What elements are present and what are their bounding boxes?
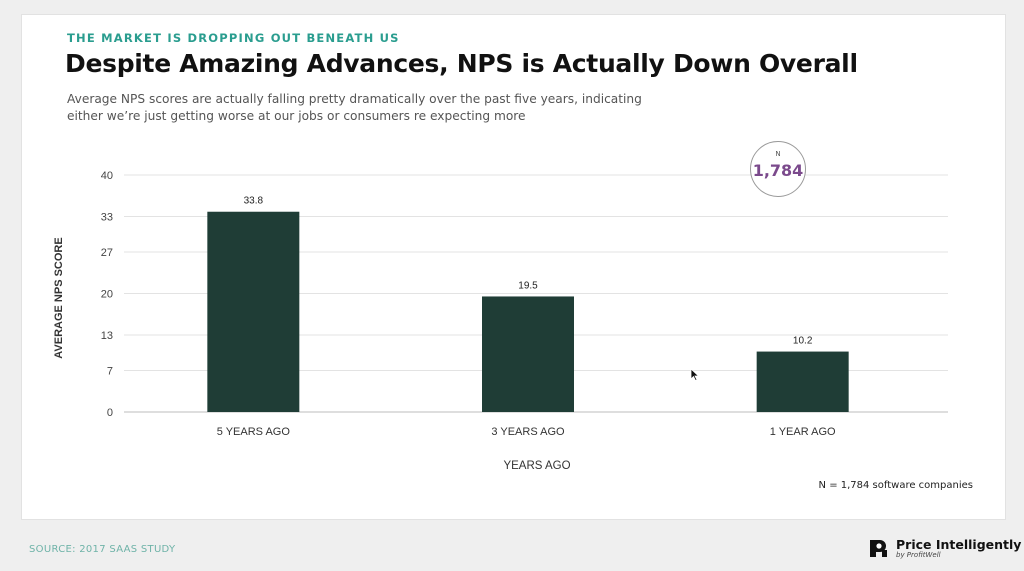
chart-footnote: N = 1,784 software companies [818,480,973,491]
y-axis-title: AVERAGE NPS SCORE [53,237,65,358]
y-tick-label: 27 [101,247,113,259]
data-label: 19.5 [518,280,538,291]
brand-subtitle: by ProfitWell [896,551,941,559]
y-tick-label: 7 [107,366,113,378]
bar [756,351,849,412]
y-tick-label: 20 [101,289,113,301]
sample-size-value: 1,784 [752,161,804,180]
page-subtitle: Average NPS scores are actually falling … [67,92,642,123]
y-tick-label: 33 [101,211,113,223]
x-tick-label: 1 YEAR AGO [770,426,836,438]
page-title: Despite Amazing Advances, NPS is Actuall… [65,49,858,78]
brand-name: Price Intelligently [896,537,1022,552]
sample-size-badge: N 1,784 [750,141,806,197]
bar [482,296,574,412]
x-axis-title: YEARS AGO [503,460,570,472]
sample-size-label: N [775,150,781,158]
y-tick-label: 13 [101,330,113,342]
source-note: SOURCE: 2017 SAAS STUDY [29,544,176,555]
brand-logo-icon [870,540,887,557]
x-tick-label: 5 YEARS AGO [217,426,291,438]
slide-card [21,14,1006,520]
bar [207,211,300,412]
mouse-cursor-icon [690,368,700,382]
y-tick-label: 40 [101,170,113,182]
data-label: 33.8 [244,196,264,207]
x-tick-label: 3 YEARS AGO [491,426,565,438]
eyebrow-heading: THE MARKET IS DROPPING OUT BENEATH US [67,31,400,45]
y-tick-label: 0 [107,407,113,419]
data-label: 10.2 [793,336,813,347]
